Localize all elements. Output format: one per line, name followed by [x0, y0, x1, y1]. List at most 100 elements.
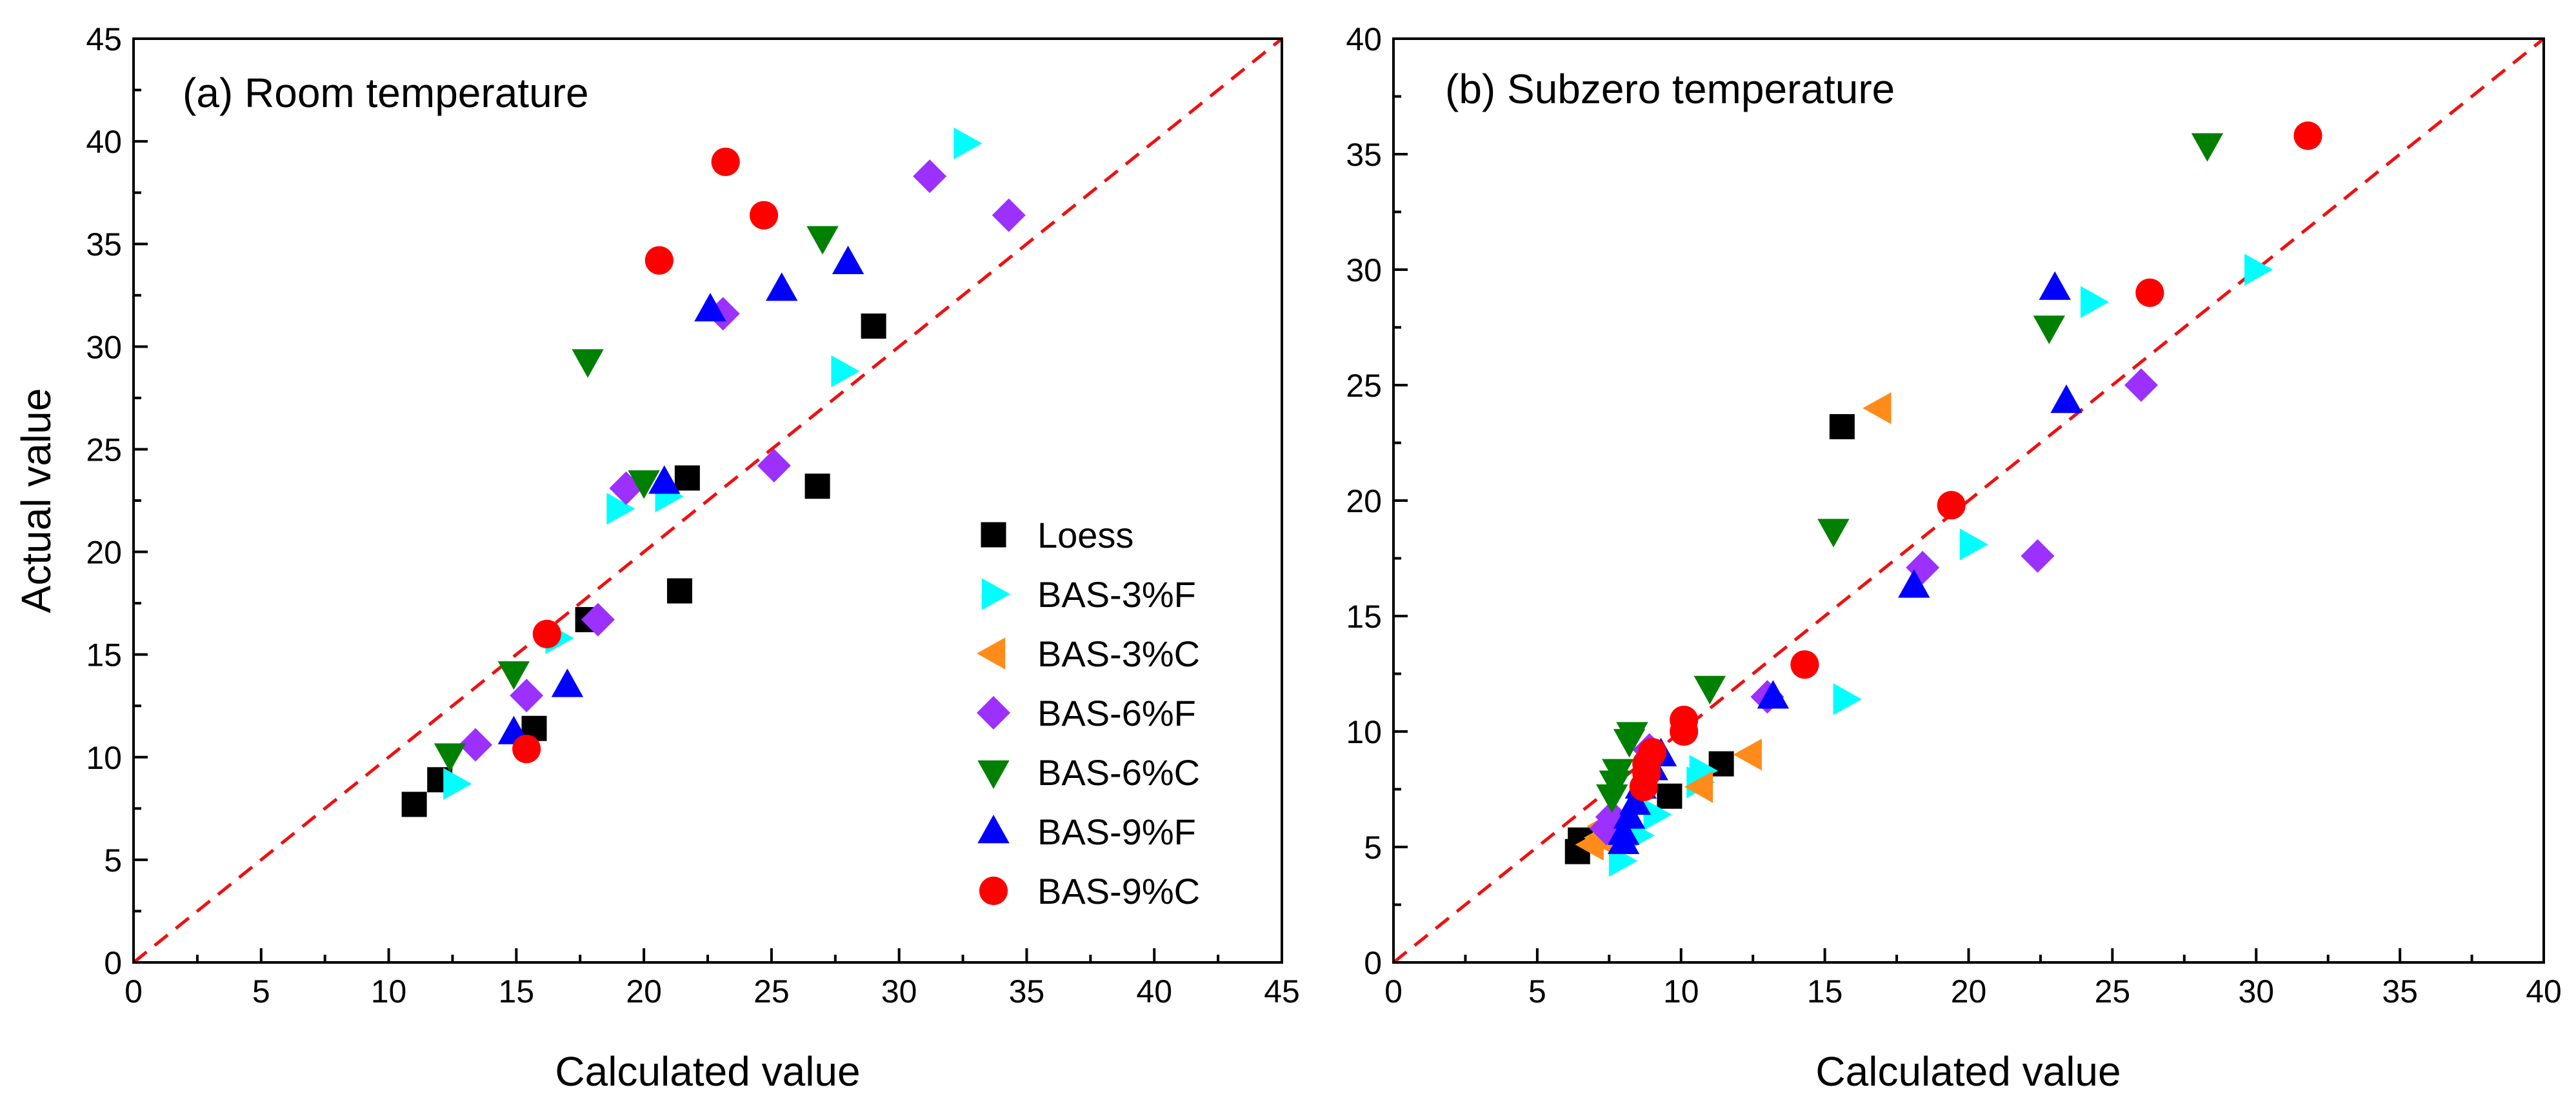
data-point-bas-6pctc	[1616, 722, 1648, 751]
y-axis-title: Actual value	[13, 388, 59, 613]
y-tick-label: 20	[1346, 483, 1382, 519]
data-point-bas-9pctc	[512, 734, 541, 764]
data-point-bas-9pctc	[1790, 650, 1819, 679]
reference-line-y-equals-x	[1392, 37, 2545, 964]
data-point-bas-6pctc	[2033, 315, 2066, 344]
x-tick-label: 25	[2095, 973, 2131, 1010]
data-point-bas-6pctc	[1601, 759, 1634, 788]
data-point-bas-3pctf	[1959, 528, 1988, 561]
data-point-bas-3pctf	[443, 768, 472, 800]
data-point-bas-6pctc	[434, 743, 466, 772]
legend-marker-bas-6pctf	[977, 696, 1010, 730]
x-tick-label: 20	[1951, 973, 1987, 1010]
x-tick-label: 15	[499, 973, 535, 1010]
data-point-bas-3pctc	[1684, 771, 1713, 803]
data-point-bas-6pctf	[757, 448, 791, 483]
y-tick-label: 30	[86, 329, 122, 365]
legend-label-bas-9pctf: BAS-9%F	[1037, 811, 1196, 852]
panel-title: (a) Room temperature	[183, 70, 589, 116]
legend-marker-loess	[981, 522, 1006, 548]
data-point-bas-3pctf	[2244, 254, 2273, 286]
y-tick-label: 30	[1346, 252, 1382, 288]
data-point-bas-9pctc	[532, 619, 561, 648]
data-point-bas-3pctc	[1733, 739, 1762, 771]
legend-marker-bas-9pctf	[977, 815, 1010, 844]
x-tick-label: 30	[2238, 973, 2274, 1010]
data-point-bas-9pctc	[2293, 121, 2322, 150]
axis-ticks-group: 0 5 10 15 20 25 30 35 40 45 0 5 10 15 20 25 30 35 40 45	[86, 21, 1299, 1010]
reference-line-group	[132, 37, 1283, 964]
y-tick-label: 15	[1346, 599, 1382, 635]
panel-title: (b) Subzero temperature	[1445, 66, 1895, 112]
data-point-bas-6pctc	[572, 349, 604, 378]
legend-marker-bas-9pctc	[979, 876, 1008, 906]
data-point-bas-9pctf	[648, 465, 681, 494]
legend-label-bas-9pctc: BAS-9%C	[1037, 871, 1200, 911]
data-point-loess	[1829, 413, 1855, 439]
data-point-bas-3pctf	[831, 355, 860, 388]
data-point-bas-9pctf	[766, 272, 798, 301]
data-point-bas-6pctc	[2191, 133, 2224, 162]
x-tick-label: 0	[1384, 973, 1403, 1010]
y-tick-label: 35	[86, 226, 122, 263]
x-tick-label: 40	[1136, 973, 1172, 1010]
data-point-bas-6pctf	[510, 679, 544, 713]
data-point-bas-6pctf	[913, 159, 947, 194]
legend-marker-bas-3pctc	[977, 637, 1006, 670]
data-point-bas-9pctf	[1607, 816, 1640, 845]
data-point-bas-9pctf	[1619, 786, 1652, 815]
y-tick-label: 20	[86, 535, 122, 571]
x-tick-label: 40	[2526, 973, 2562, 1010]
data-point-bas-3pctf	[2080, 286, 2110, 318]
x-axis-title: Calculated value	[1815, 1048, 2121, 1095]
y-tick-label: 25	[86, 432, 122, 468]
panel-a-room-temperature: 0 5 10 15 20 25 30 35 40 45 0 5 10 15 20 25 30 35 40 45 (a)…	[13, 21, 1300, 1095]
data-point-bas-3pctf	[1833, 683, 1862, 715]
data-point-bas-3pctf	[1643, 799, 1672, 831]
data-point-bas-3pctf	[954, 127, 983, 159]
data-point-bas-6pctf	[581, 602, 615, 637]
x-tick-label: 30	[881, 973, 917, 1010]
data-point-bas-9pctf	[1757, 680, 1790, 709]
data-point-bas-9pctc	[644, 246, 674, 275]
legend-label-bas-3pctc: BAS-3%C	[1037, 633, 1200, 674]
data-point-bas-6pctc	[1817, 519, 1850, 548]
legend-marker-bas-6pctc	[977, 760, 1010, 789]
y-tick-label: 45	[86, 21, 122, 57]
y-tick-label: 5	[104, 842, 122, 879]
y-tick-label: 15	[86, 637, 122, 673]
data-point-loess	[804, 473, 830, 499]
data-point-bas-9pctf	[832, 245, 864, 275]
data-point-bas-9pctc	[1638, 738, 1667, 767]
data-point-loess	[861, 314, 886, 339]
data-point-loess	[674, 465, 700, 491]
x-tick-label: 35	[1009, 973, 1045, 1010]
x-tick-label: 5	[1528, 973, 1546, 1010]
y-tick-label: 40	[1346, 21, 1382, 57]
axis-ticks-group: 0 5 10 15 20 25 30 35 40 0 5 10 15 20 25 30 35 40	[1346, 21, 2561, 1010]
legend-label-bas-6pctc: BAS-6%C	[1037, 752, 1200, 793]
y-tick-label: 25	[1346, 368, 1382, 404]
y-tick-label: 0	[1364, 945, 1382, 981]
y-tick-label: 35	[1346, 137, 1382, 173]
data-point-bas-9pctf	[694, 293, 726, 322]
x-tick-label: 35	[2382, 973, 2418, 1010]
data-point-bas-9pctf	[2039, 271, 2071, 300]
x-tick-label: 15	[1807, 973, 1843, 1010]
data-point-bas-9pctf	[1898, 569, 1930, 598]
data-point-bas-9pctc	[711, 147, 740, 177]
data-point-bas-9pctc	[749, 201, 779, 230]
data-point-bas-6pctf	[992, 198, 1026, 232]
x-tick-label: 45	[1264, 973, 1300, 1010]
legend: Loess BAS-3%F BAS-3%C BAS-6%F BAS-6%C BAS-9%F…	[977, 515, 1200, 911]
data-point-bas-6pctc	[1693, 675, 1726, 704]
data-point-bas-9pctc	[2135, 278, 2164, 307]
x-tick-label: 5	[252, 973, 270, 1010]
y-tick-label: 0	[104, 945, 122, 981]
data-point-bas-9pctc	[1937, 491, 1966, 520]
data-point-bas-6pctf	[2124, 368, 2158, 402]
legend-marker-bas-3pctf	[981, 578, 1010, 610]
x-axis-title: Calculated value	[555, 1048, 860, 1095]
data-points-group	[1564, 121, 2322, 877]
